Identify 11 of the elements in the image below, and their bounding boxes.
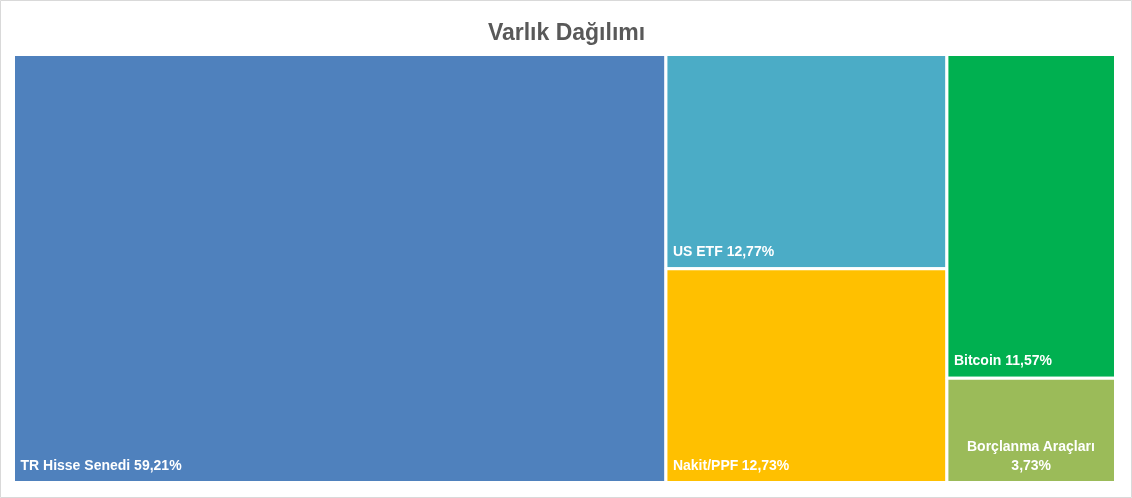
- category-label: Borçlanma Araçları: [967, 437, 1095, 454]
- category-label: Nakit/PPF: [672, 456, 739, 473]
- data-label: 12,77%: [726, 242, 775, 259]
- data-label: 3,73%: [1011, 456, 1052, 473]
- text: Varlık Dağılımı: [487, 18, 646, 45]
- category-label: Bitcoin: [953, 352, 1002, 369]
- category-label: TR Hisse Senedi: [20, 456, 131, 473]
- data-label: 11,57%: [1005, 352, 1053, 369]
- data-label: 59,21%: [134, 456, 183, 473]
- data-label: 12,73%: [741, 456, 790, 473]
- category-label: US ETF: [672, 242, 724, 259]
